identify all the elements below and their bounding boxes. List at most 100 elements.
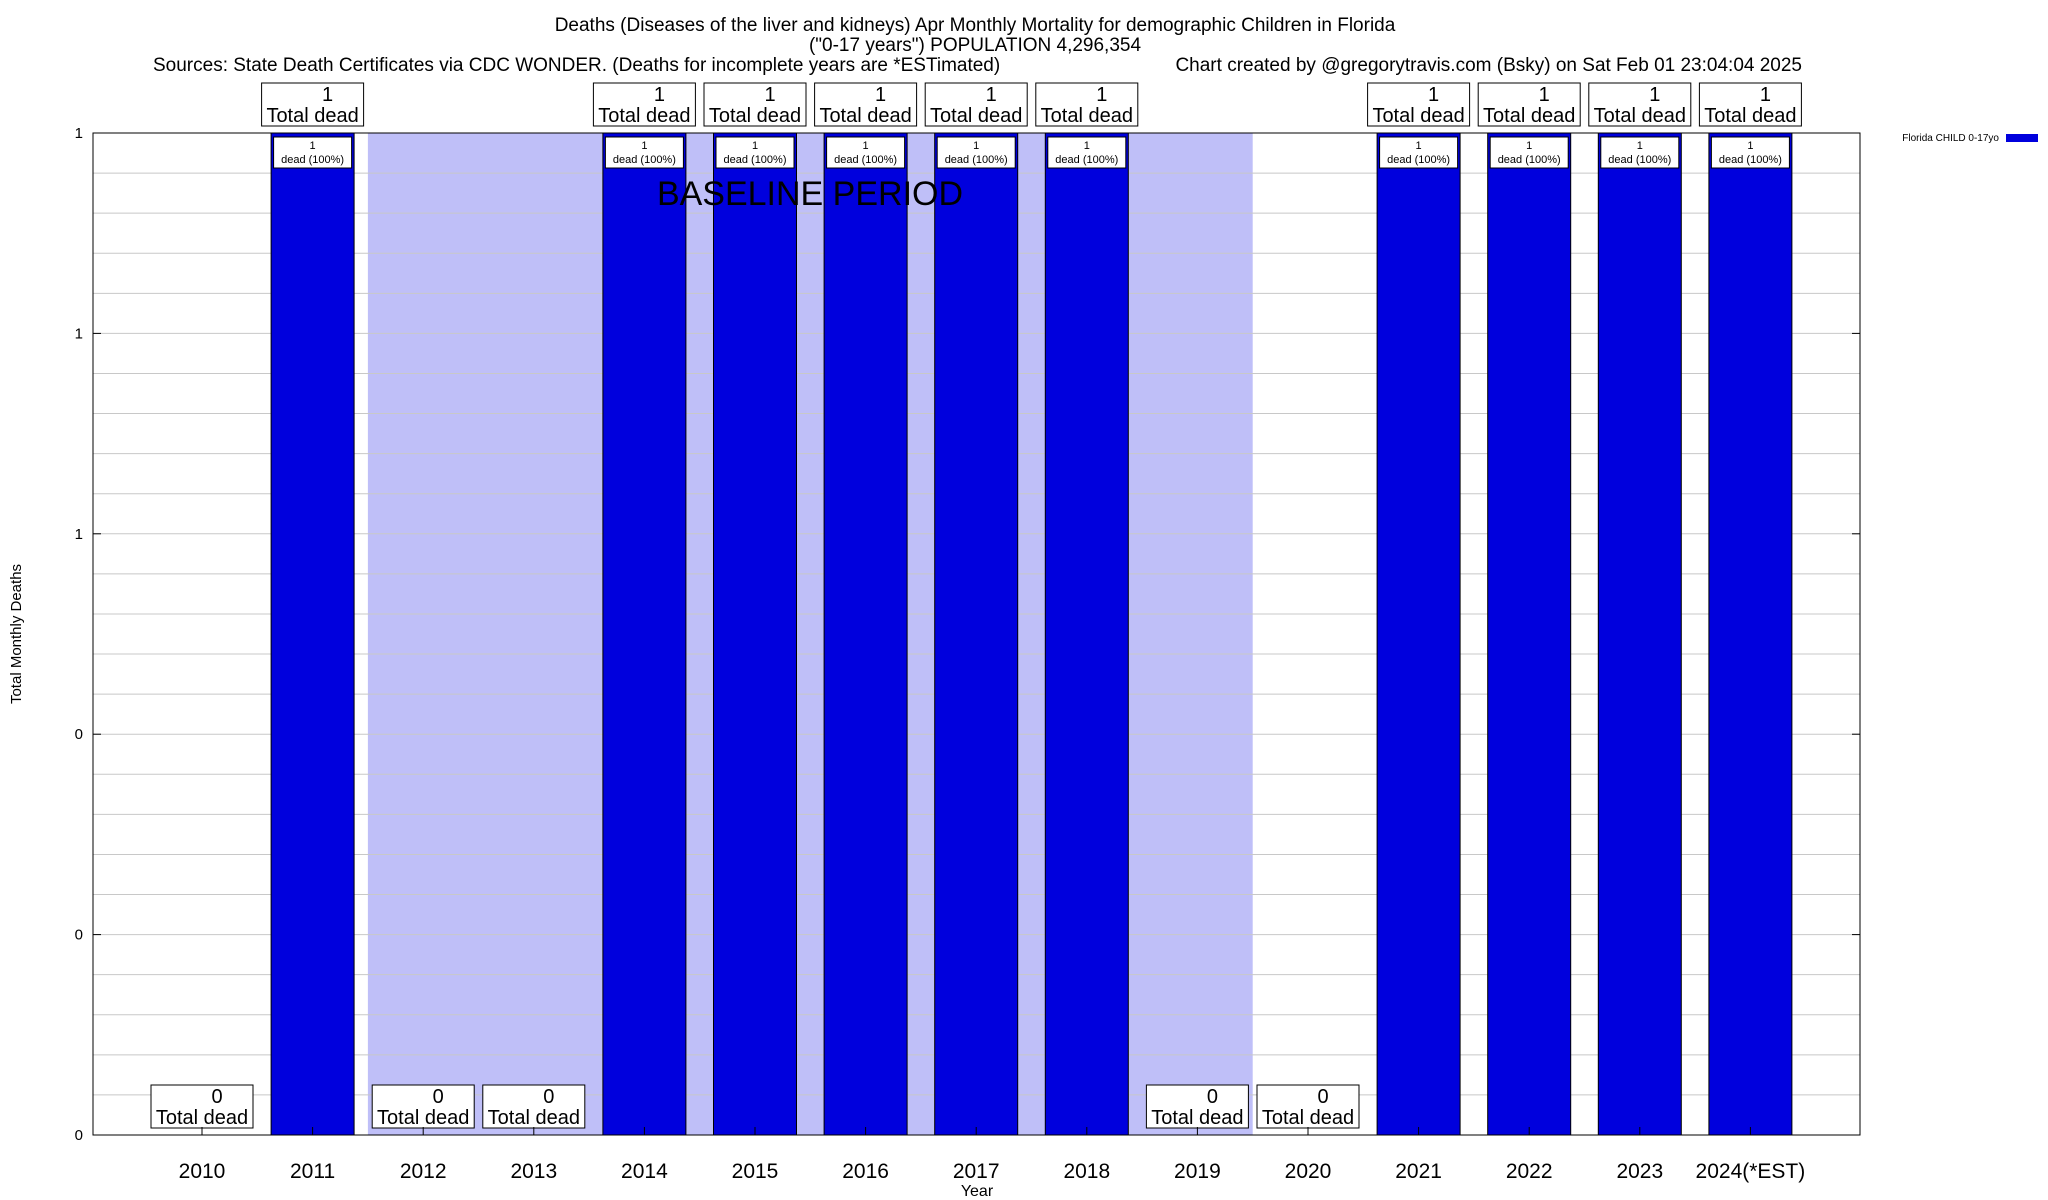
total-label-text: Total dead xyxy=(1262,1107,1354,1129)
total-label-box xyxy=(371,1084,475,1129)
x-tick-label: 2015 xyxy=(732,1160,779,1183)
total-label-box xyxy=(1588,82,1692,127)
total-label-text: Total dead xyxy=(1151,1107,1243,1129)
bar-inner-label: 1 xyxy=(641,140,647,152)
total-label-text: Total dead xyxy=(156,1107,248,1129)
total-label-value: 0 xyxy=(433,1086,444,1108)
chart-credit: Chart created by @gregorytravis.com (Bsk… xyxy=(1175,55,1802,76)
y-tick-label: 0 xyxy=(75,726,83,743)
total-label-value: 1 xyxy=(322,84,333,106)
bar xyxy=(934,132,1019,1136)
bar xyxy=(602,132,687,1136)
total-label-value: 1 xyxy=(1649,84,1660,106)
total-label-box xyxy=(1477,82,1581,127)
total-label-box xyxy=(482,1084,586,1129)
y-axis-label: Total Monthly Deaths xyxy=(8,564,25,704)
bar-inner-label-box xyxy=(936,136,1016,169)
x-tick-label: 2022 xyxy=(1506,1160,1553,1183)
total-label-box xyxy=(703,82,807,127)
total-label-value: 0 xyxy=(1207,1086,1218,1108)
legend-label: Florida CHILD 0-17yo xyxy=(1902,133,1999,144)
y-tick-label: 0 xyxy=(75,927,83,944)
total-label-value: 0 xyxy=(1317,1086,1328,1108)
total-label-value: 1 xyxy=(1096,84,1107,106)
x-tick-label: 2017 xyxy=(953,1160,1000,1183)
total-label-text: Total dead xyxy=(266,105,358,127)
bar xyxy=(1708,132,1793,1136)
bar-inner-label-box xyxy=(715,136,795,169)
total-label-box xyxy=(1035,82,1139,127)
total-label-value: 1 xyxy=(875,84,886,106)
total-label-text: Total dead xyxy=(377,1107,469,1129)
bar-inner-label-box xyxy=(1379,136,1459,169)
y-tick-label: 1 xyxy=(75,526,83,543)
bar-inner-label: dead (100%) xyxy=(613,154,676,166)
total-label-text: Total dead xyxy=(709,105,801,127)
bar xyxy=(270,132,355,1136)
total-label-text: Total dead xyxy=(1594,105,1686,127)
total-label-box xyxy=(1367,82,1471,127)
chart-source-note: Sources: State Death Certificates via CD… xyxy=(153,55,1000,76)
bar-inner-label-box xyxy=(1489,136,1569,169)
bar-inner-label-box xyxy=(273,136,353,169)
total-label-box xyxy=(261,82,365,127)
total-label-text: Total dead xyxy=(1041,105,1133,127)
bar-inner-label: 1 xyxy=(310,140,316,152)
chart-title-block: Deaths (Diseases of the liver and kidney… xyxy=(153,15,1802,76)
bar xyxy=(1376,132,1461,1136)
bar-inner-label: 1 xyxy=(863,140,869,152)
total-label-value: 1 xyxy=(1428,84,1439,106)
bar xyxy=(1597,132,1682,1136)
bar-inner-label: 1 xyxy=(752,140,758,152)
x-tick-label: 2014 xyxy=(621,1160,668,1183)
baseline-period-label: BASELINE PERIOD xyxy=(657,175,963,213)
bar-inner-label: 1 xyxy=(1637,140,1643,152)
total-label-text: Total dead xyxy=(598,105,690,127)
bar-inner-label: dead (100%) xyxy=(1387,154,1450,166)
x-axis: 2010 2011 2012 2013 2014 2015 2016 2017 2018 2019… xyxy=(179,1127,1805,1183)
bar xyxy=(713,132,797,1136)
y-tick-label: 0 xyxy=(75,1127,83,1144)
bar-inner-label: 1 xyxy=(973,140,979,152)
total-label-text: Total dead xyxy=(1483,105,1575,127)
x-tick-label: 2013 xyxy=(510,1160,557,1183)
bar-inner-label: dead (100%) xyxy=(834,154,897,166)
y-axis: 0 0 0 1 1 1 xyxy=(75,125,1860,1144)
bar-inner-label: dead (100%) xyxy=(1608,154,1671,166)
total-label-text: Total dead xyxy=(930,105,1022,127)
total-label-value: 1 xyxy=(1539,84,1550,106)
bar-inner-label-box xyxy=(604,136,684,169)
bar-inner-label: 1 xyxy=(1526,140,1532,152)
total-label-value: 0 xyxy=(211,1086,222,1108)
bar-inner-label: dead (100%) xyxy=(1055,154,1118,166)
x-tick-label: 2018 xyxy=(1063,1160,1110,1183)
y-tick-label: 1 xyxy=(75,325,83,342)
x-axis-label: Year xyxy=(961,1183,994,1200)
total-label-value: 1 xyxy=(1760,84,1771,106)
x-tick-label: 2019 xyxy=(1174,1160,1221,1183)
bar xyxy=(1487,132,1572,1136)
bar xyxy=(1044,132,1129,1136)
bar-inner-label: 1 xyxy=(1084,140,1090,152)
legend-swatch xyxy=(2006,134,2038,142)
x-tick-label: 2012 xyxy=(400,1160,447,1183)
bar-inner-label: 1 xyxy=(1747,140,1753,152)
total-label-box xyxy=(592,82,696,127)
total-label-box xyxy=(1145,1084,1249,1129)
bar-inner-label: dead (100%) xyxy=(1719,154,1782,166)
chart-title-line-2: ("0-17 years") POPULATION 4,296,354 xyxy=(809,35,1141,56)
total-label-text: Total dead xyxy=(1372,105,1464,127)
bars xyxy=(270,132,1793,1136)
x-tick-label: 2016 xyxy=(842,1160,889,1183)
chart-title-line-1: Deaths (Diseases of the liver and kidney… xyxy=(555,15,1396,36)
total-label-box xyxy=(150,1084,254,1129)
x-tick-label: 2021 xyxy=(1395,1160,1442,1183)
total-label-value: 1 xyxy=(764,84,775,106)
total-label-text: Total dead xyxy=(488,1107,580,1129)
bar-inner-label-box xyxy=(1710,136,1790,169)
bar-inner-label-box xyxy=(1047,136,1127,169)
x-tick-label: 2011 xyxy=(290,1160,335,1183)
x-tick-label: 2023 xyxy=(1616,1160,1663,1183)
legend: Florida CHILD 0-17yo xyxy=(1902,133,2038,144)
